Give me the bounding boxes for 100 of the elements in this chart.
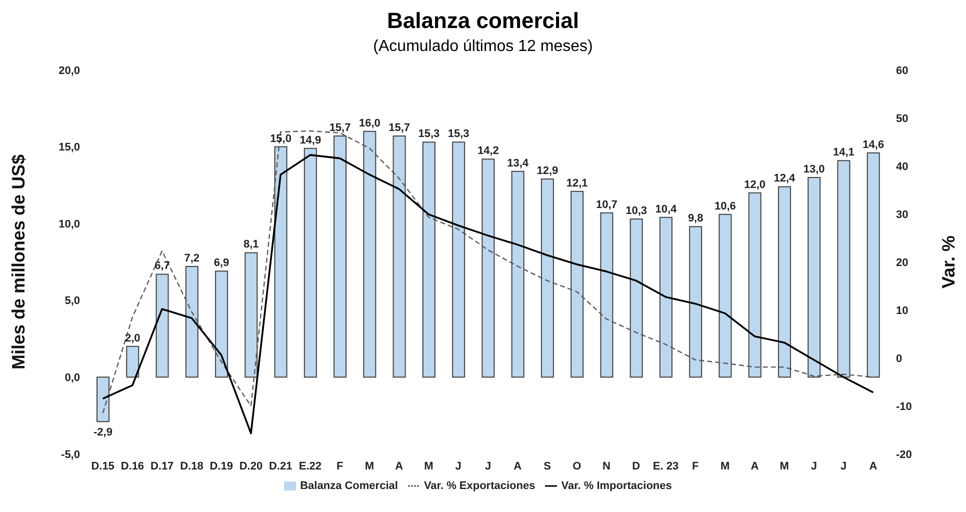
data-label: 13,0 [803,163,825,176]
data-label: 10,7 [596,198,618,211]
data-label: 12,9 [536,165,558,178]
bar [392,136,406,378]
chart-title: Balanza comercial [386,8,580,34]
bar [274,146,288,378]
y2-tick-label: 10 [896,304,908,317]
x-tick-label: J [484,460,492,473]
y2-tick-label: 20 [896,256,908,269]
x-tick-label: J [840,460,847,473]
x-tick-label: A [750,460,759,473]
x-tick-label: A [514,460,522,473]
x-tick-label: N [602,460,611,473]
y-tick-label: 10,0 [58,218,80,230]
bar [185,266,198,378]
data-label: 13,4 [507,157,530,170]
data-label: 6,9 [214,257,230,270]
x-tick-label: S [544,460,551,473]
x-tick-label: E.22 [298,460,322,473]
x-tick-label: D [632,460,640,473]
data-label: 15,0 [270,132,292,145]
x-tick-label: D.21 [268,460,292,473]
x-tick-label: D.17 [150,460,174,473]
data-label: 15,7 [329,122,351,134]
x-tick-label: M [424,460,434,473]
x-tick-label: F [336,460,344,473]
data-label: 15,3 [448,128,470,140]
x-tick-label: E. 23 [652,460,679,473]
data-label: 7,2 [184,252,200,265]
x-tick-label: M [720,460,730,473]
data-label: 10,4 [655,203,678,216]
x-tick-label: J [810,460,817,473]
bar [570,190,584,378]
chart-subtitle: (Acumulado últimos 12 meses) [372,38,594,56]
x-tick-label: D.15 [91,460,114,473]
data-label: 12,4 [774,172,796,185]
data-label: 6,7 [154,260,170,272]
bar [304,148,317,378]
data-label: 10,3 [626,204,648,217]
data-label: 9,8 [688,212,704,225]
bar [837,160,850,378]
legend-label: Var. % Exportaciones [424,480,536,492]
data-label: 16,0 [358,117,380,130]
bar [363,130,376,378]
x-tick-label: M [364,460,374,473]
bar [778,186,791,378]
data-label: 8,1 [244,238,259,251]
bar [126,346,140,378]
y2-tick-label: 60 [896,64,908,77]
legend-label: Var. % Importaciones [561,480,672,492]
y2-tick-label: 0 [896,352,902,365]
x-tick-label: F [692,460,700,473]
data-label: 2,0 [124,332,140,344]
y2-axis-title: Var. % [938,235,958,288]
bar [215,270,228,378]
x-tick-label: O [572,460,582,473]
x-tick-label: J [455,460,462,473]
y2-tick-label: 40 [896,160,908,173]
bar [244,252,258,378]
x-tick-label: D.19 [210,460,233,473]
bar [452,142,466,378]
y2-tick-label: -20 [896,448,912,461]
bar [482,158,495,378]
y-tick-label: 0,0 [64,372,80,384]
data-label: 12,0 [744,178,766,191]
y-tick-label: 20,0 [58,64,80,77]
x-tick-label: D.16 [120,460,144,473]
bar [630,218,643,378]
bar [600,212,614,378]
bar [156,274,169,378]
data-label: 14,9 [300,134,322,146]
data-label: 14,6 [862,138,884,151]
data-label: 15,3 [418,128,440,140]
bar [748,192,762,378]
bar [422,142,436,378]
x-tick-label: A [395,460,404,473]
bar [689,226,702,378]
bar [659,216,672,378]
y-tick-label: -5,0 [61,448,80,461]
y-tick-label: 15,0 [58,142,80,154]
y2-tick-label: 50 [896,112,908,125]
x-tick-label: D.20 [239,460,263,473]
bar [718,214,732,378]
bar [96,376,110,422]
x-tick-label: D.18 [180,460,204,473]
bar [334,136,347,378]
data-label: -2,9 [94,426,112,439]
data-label: 14,2 [477,145,499,158]
bar [511,170,524,378]
legend-label: Balanza Comercial [300,480,398,492]
data-label: 15,7 [388,122,410,134]
y2-tick-label: 30 [896,208,908,221]
data-label: 12,1 [566,177,588,190]
data-label: 10,6 [714,200,736,212]
x-tick-label: A [869,460,878,473]
y-tick-label: 5,0 [64,295,80,308]
y-axis-title: Miles de millones de US$ [8,154,28,370]
bar [540,178,554,378]
y2-tick-label: -10 [896,400,912,413]
bar [866,152,880,378]
